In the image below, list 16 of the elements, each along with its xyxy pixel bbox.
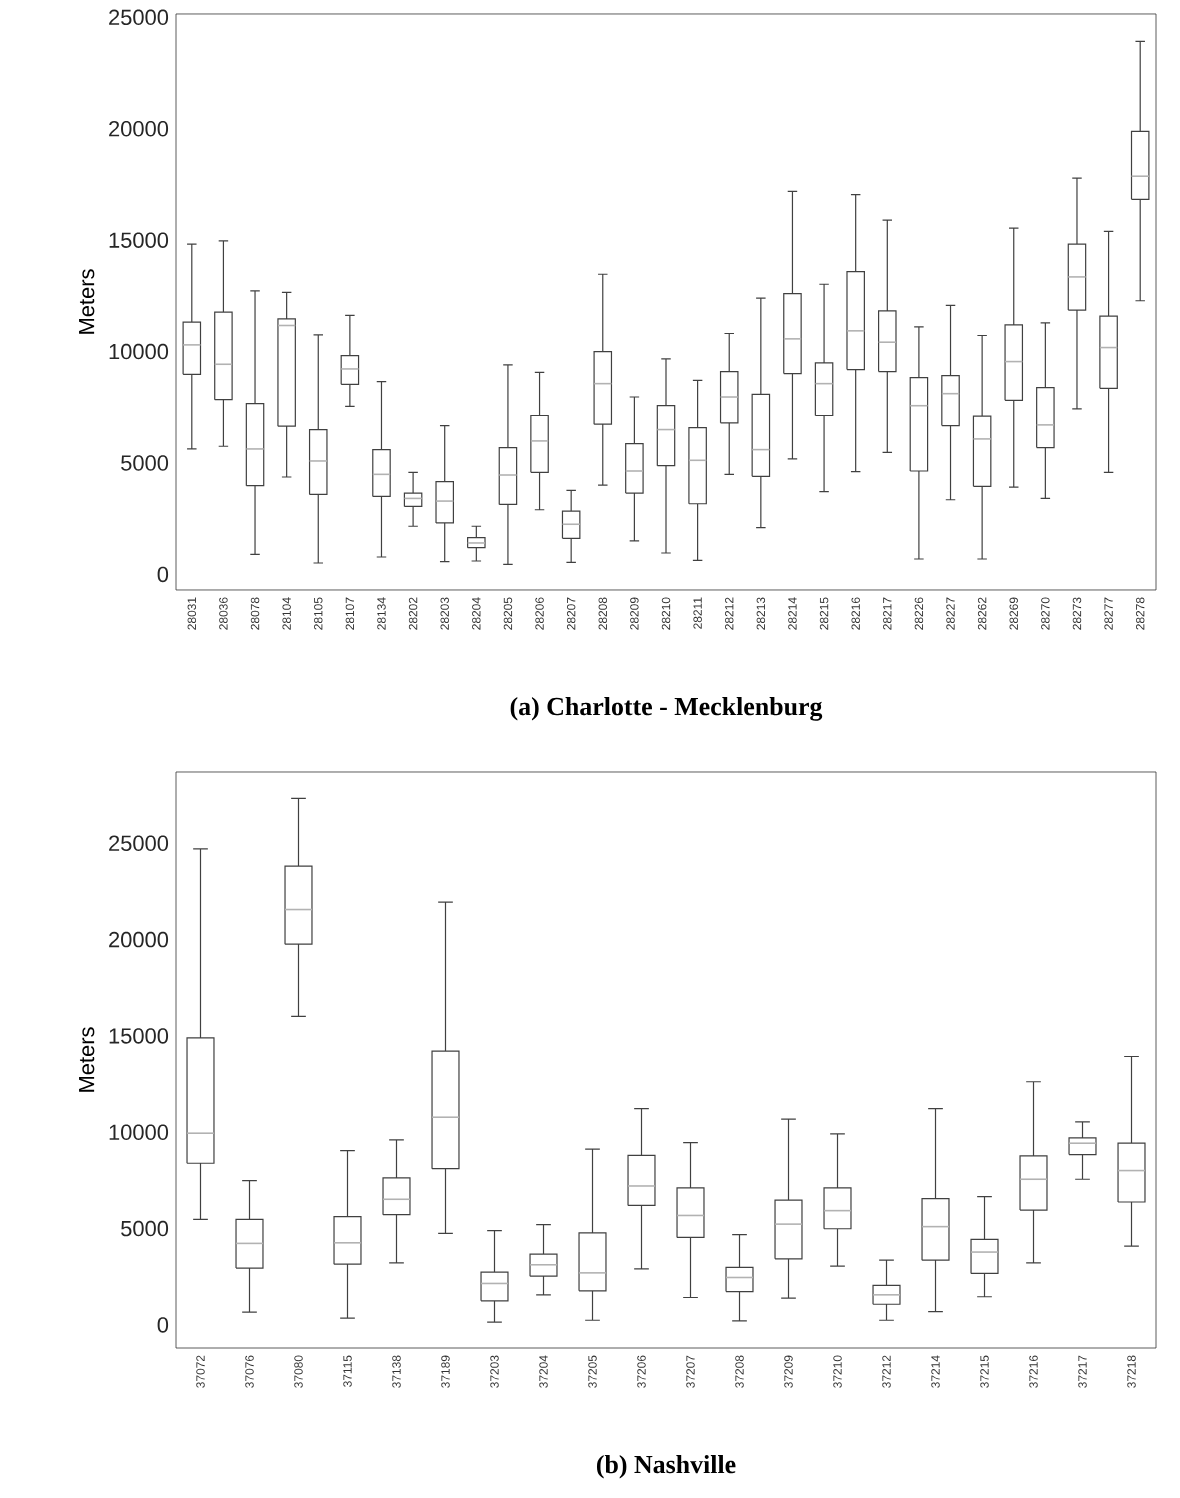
y-tick-label: 5000 (121, 1220, 169, 1237)
y-tick-label: 0 (157, 1317, 169, 1333)
y-tick-label: 25000 (109, 9, 169, 26)
y-tick-label: 0 (157, 566, 169, 583)
text: (b) Nashville (596, 1455, 736, 1479)
y-tick-label: 25000 (109, 835, 169, 852)
y-tick-label: 15000 (109, 1028, 169, 1044)
y-tick-label: 20000 (109, 121, 169, 137)
y-tick-label: 10000 (109, 1124, 169, 1140)
y-tick-label: 10000 (109, 343, 169, 360)
text: (a) Charlotte - Mecklenburg (510, 697, 823, 721)
y-tick-label: 15000 (109, 232, 169, 248)
y-tick-label: 20000 (109, 931, 169, 948)
y-axis-title: Meters (79, 1027, 95, 1092)
y-tick-label: 5000 (121, 455, 169, 471)
y-axis-title: Meters (79, 269, 95, 334)
